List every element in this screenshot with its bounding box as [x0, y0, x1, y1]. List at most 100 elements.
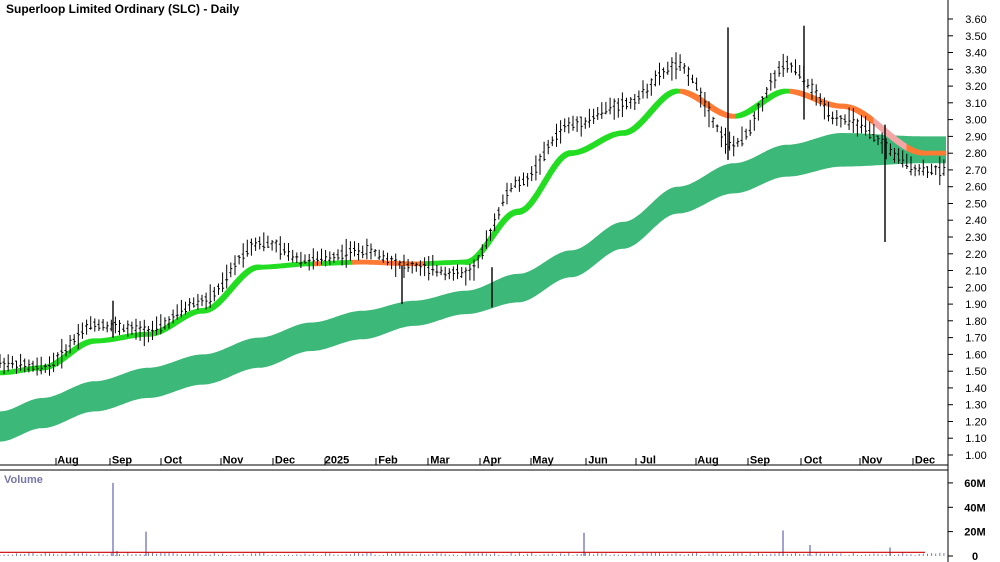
short-ma-band-segment — [749, 105, 753, 115]
price-tick-label: 3.50 — [965, 31, 986, 43]
price-tick-label: 2.80 — [965, 148, 986, 160]
short-ma-band-segment — [108, 336, 112, 343]
short-ma-band-segment — [467, 258, 471, 265]
short-ma-band-segment — [916, 148, 920, 156]
time-axis-label: Feb — [378, 455, 398, 467]
volume-bars — [0, 482, 945, 556]
short-ma-band-segment — [251, 265, 254, 273]
short-ma-band-segment — [568, 150, 572, 157]
price-candles — [0, 25, 946, 376]
short-ma-band-segment — [82, 340, 85, 349]
short-ma-band-segment — [679, 88, 683, 95]
time-axis-label: Sep — [750, 455, 770, 467]
long-ma-band-area — [0, 133, 946, 442]
short-ma-band-segment — [686, 89, 689, 97]
short-ma-band-segment — [729, 113, 732, 119]
short-ma-band-segment — [743, 109, 747, 118]
volume-panel-label: Volume — [4, 474, 43, 486]
short-ma-band-segment — [195, 308, 199, 315]
short-ma-band-segment — [240, 271, 244, 283]
time-axis-label: May — [532, 455, 554, 467]
short-ma-band-segment — [269, 264, 273, 270]
short-ma-band-segment — [636, 120, 640, 131]
price-axis-ticks: 3.60 3.50 3.40 3.30 3.20 3.10 3.00 2.90 2.80 2.70… — [948, 14, 987, 462]
volume-tick-label: 20M — [964, 527, 985, 539]
price-tick-label: 1.10 — [965, 433, 986, 445]
short-ma-band-segment — [834, 102, 838, 109]
short-ma-band-segment — [523, 204, 526, 214]
short-ma-band-segment — [908, 145, 912, 153]
short-ma-band-segment — [358, 259, 361, 265]
short-ma-band-segment — [71, 346, 75, 356]
short-ma-band-segment — [585, 145, 588, 153]
short-ma-band-segment — [943, 150, 947, 156]
time-axis-label: Nov — [223, 455, 245, 467]
short-ma-band-segment — [510, 209, 514, 219]
short-ma-band-segment — [719, 108, 722, 117]
time-axis-label: Jun — [588, 455, 608, 467]
price-tick-label: 3.20 — [965, 81, 986, 93]
short-ma-band-segment — [933, 150, 936, 156]
price-tick-label: 3.40 — [965, 48, 986, 60]
short-ma-band-segment — [776, 89, 780, 97]
volume-axis-ticks: 60M 40M 20M 0 — [948, 478, 986, 562]
short-ma-band-segment — [939, 150, 943, 156]
short-ma-band-segment — [564, 150, 568, 160]
short-ma-band-segment — [449, 260, 452, 266]
long-ma-band — [0, 133, 946, 442]
short-ma-band-segment — [898, 137, 901, 148]
short-ma-band-segment — [605, 133, 609, 142]
short-ma-band-segment — [214, 300, 217, 311]
short-ma-band-segment — [364, 259, 368, 265]
short-ma-band-segment — [442, 260, 446, 266]
short-ma-band-segment — [770, 91, 774, 101]
price-tick-label: 2.30 — [965, 232, 986, 244]
short-ma-band-segment — [224, 289, 227, 302]
short-ma-band-segment — [230, 281, 234, 295]
short-ma-band-segment — [199, 307, 203, 314]
short-ma-band-segment — [626, 128, 629, 136]
short-ma-band-segment — [119, 334, 122, 341]
short-ma-band-segment — [378, 260, 382, 266]
short-ma-band — [0, 88, 947, 376]
short-ma-band-segment — [774, 90, 778, 98]
price-tick-label: 2.90 — [965, 131, 986, 143]
short-ma-band-segment — [570, 150, 574, 157]
short-ma-band-segment — [469, 256, 473, 265]
short-ma-band-segment — [925, 150, 928, 156]
short-ma-band-segment — [242, 269, 246, 281]
short-ma-band-segment — [859, 107, 862, 117]
short-ma-band-segment — [669, 89, 673, 98]
time-axis-label: Oct — [804, 455, 823, 467]
time-axis-label: Jul — [640, 455, 656, 467]
price-tick-label: 3.10 — [965, 98, 986, 110]
short-ma-band-segment — [261, 264, 265, 270]
short-ma-band-segment — [446, 260, 450, 265]
short-ma-band-segment — [92, 338, 96, 344]
short-ma-band-segment — [663, 92, 666, 103]
short-ma-band-segment — [780, 88, 784, 95]
short-ma-band-segment — [193, 308, 197, 316]
short-ma-band-segment — [104, 337, 108, 343]
short-ma-band-segment — [348, 259, 351, 265]
short-ma-band-segment — [888, 129, 891, 140]
price-tick-label: 1.00 — [965, 450, 986, 462]
short-ma-band-segment — [294, 261, 298, 268]
short-ma-band-segment — [335, 260, 339, 266]
short-ma-band-segment — [871, 115, 875, 126]
time-axis-label: Sep — [112, 455, 132, 467]
short-ma-band-segment — [121, 334, 124, 341]
short-ma-band-segment — [879, 122, 883, 133]
short-ma-band-segment — [659, 95, 662, 107]
short-ma-band-segment — [696, 93, 699, 103]
short-ma-band-segment — [257, 264, 260, 271]
short-ma-band-segment — [521, 206, 524, 215]
price-tick-label: 2.00 — [965, 282, 986, 294]
short-ma-band-segment — [875, 119, 879, 130]
chart-title: Superloop Limited Ordinary (SLC) - Daily — [6, 2, 240, 16]
price-tick-label: 1.60 — [965, 349, 986, 361]
short-ma-band-segment — [436, 260, 440, 266]
short-ma-band-segment — [578, 147, 582, 155]
time-axis-label: Aug — [57, 455, 78, 467]
